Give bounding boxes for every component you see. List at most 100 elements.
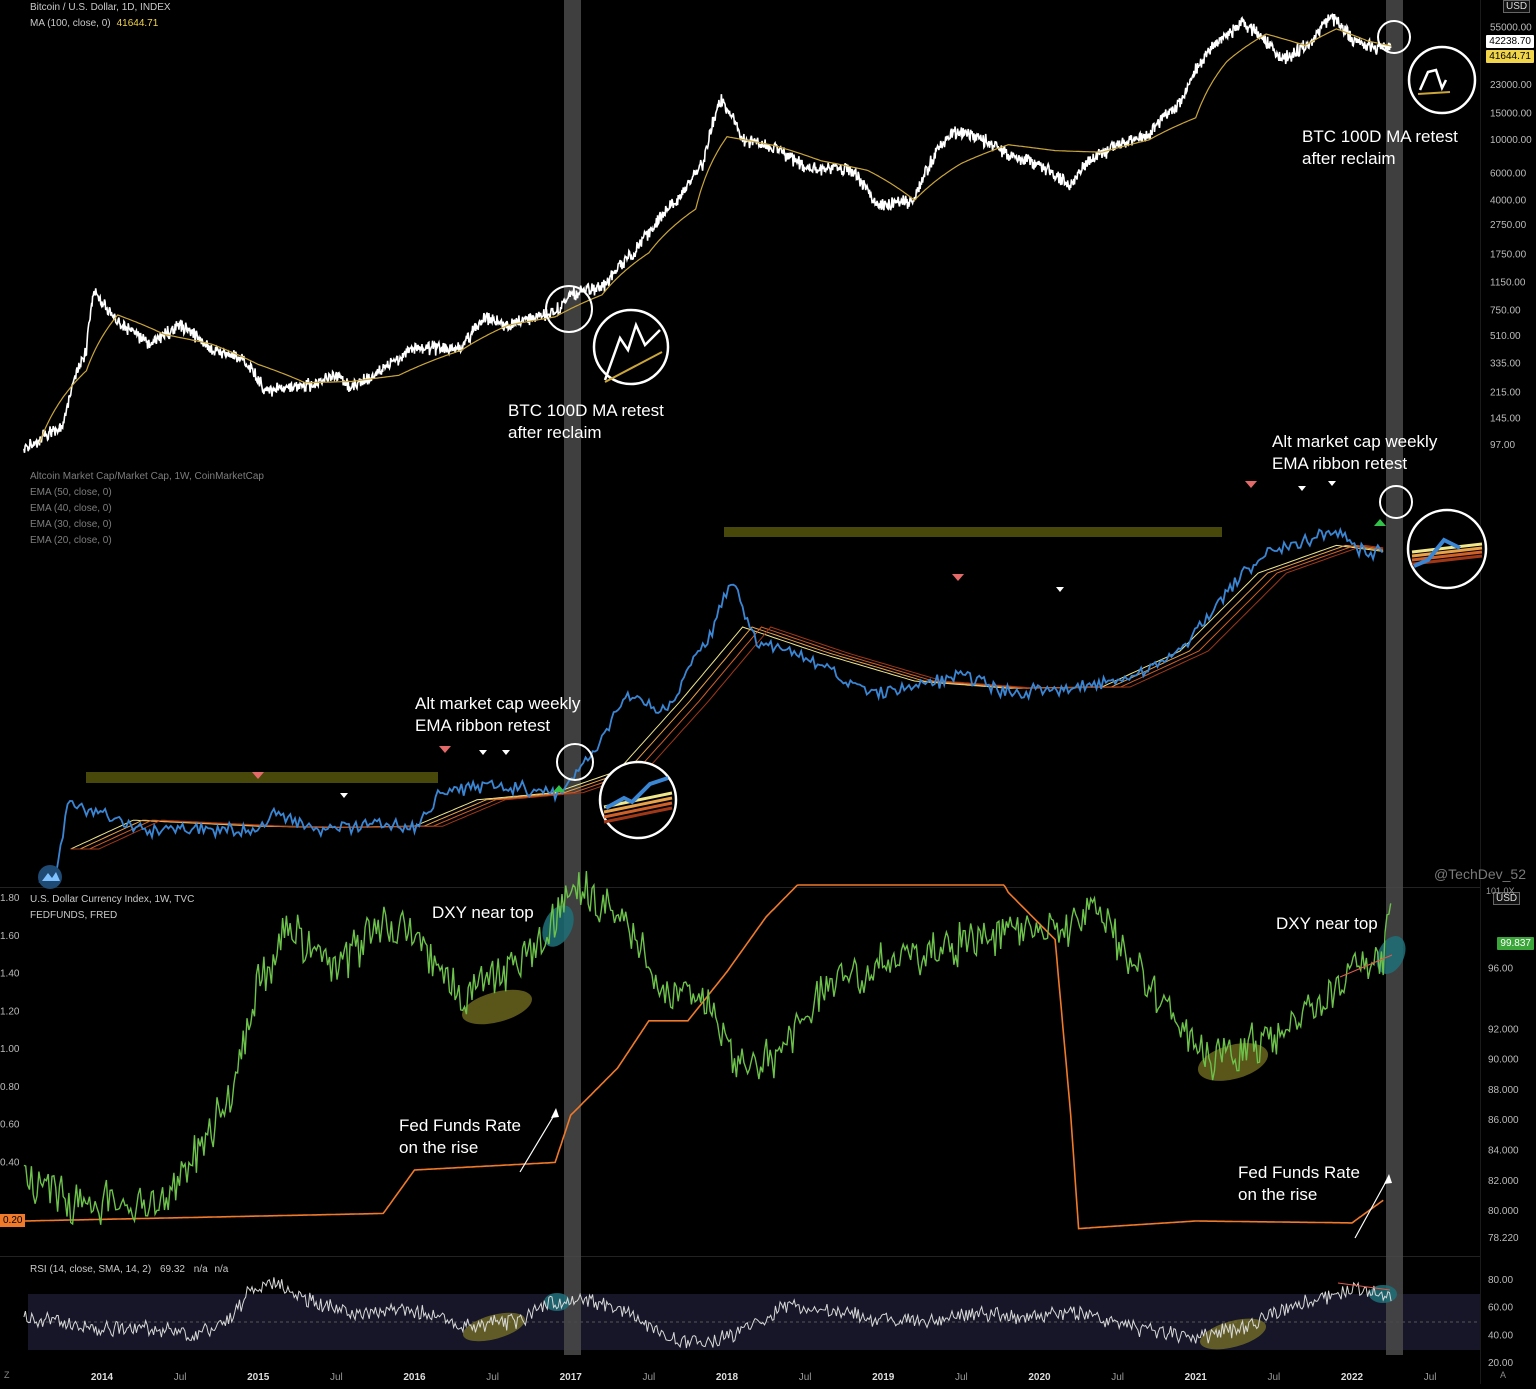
dxy-annotation-2017: DXY near top [432, 903, 534, 922]
alt-annotation-2017: Alt market cap weekly EMA ribbon retest [415, 694, 581, 735]
dxy-y-tick-2: 90.000 [1488, 1055, 1519, 1066]
alt-zoom-ribbon-2022-2 [1411, 546, 1483, 558]
fed-y-tick-2: 1.40 [0, 969, 20, 980]
dxy-bottom-ellipse-0 [462, 989, 532, 1025]
watermark: @TechDev_52 [1433, 866, 1526, 882]
alt-ema-30: EMA (30, close, 0) [30, 519, 112, 530]
dxy-currency-badge[interactable]: USD [1493, 892, 1521, 905]
fed-title: FEDFUNDS, FRED [30, 910, 118, 921]
rsi-value: 69.32 [159, 1264, 185, 1275]
alt-zoom-ribbon-2022-3 [1411, 542, 1483, 554]
fed-value-tag: 0.20 [0, 1214, 26, 1227]
alt-zoom-line-2022 [1413, 537, 1461, 568]
btc-currency-badge[interactable]: USD [1503, 0, 1531, 13]
btc-ma-tag: 41644.71 [1486, 50, 1534, 63]
fed-y-tick-1: 1.60 [0, 931, 20, 942]
x-tick-6: 2017 [560, 1372, 583, 1383]
btc-y-tick-13: 215.00 [1490, 388, 1521, 399]
x-tick-12: 2020 [1028, 1372, 1051, 1383]
fed-y-tick-3: 1.20 [0, 1006, 20, 1017]
fed-arrowhead-2017 [551, 1108, 559, 1118]
alt-resistance-box-2018 [724, 527, 1222, 537]
rsi-bottom-ellipse-1 [1199, 1318, 1267, 1350]
fed-arrowhead-2022 [1384, 1174, 1392, 1184]
dxy-legend: U.S. Dollar Currency Index, 1W, TVC FEDF… [30, 892, 194, 924]
alt-market-cap-line [38, 526, 1384, 886]
btc-ma-line [38, 28, 1392, 444]
btc-y-tick-14: 145.00 [1490, 414, 1521, 425]
panel-separator-rsi [0, 1256, 1480, 1257]
btc-zoom-circle-2017 [592, 308, 670, 386]
btc-annotation-2017: BTC 100D MA retest after reclaim [508, 401, 664, 442]
x-tick-8: 2018 [716, 1372, 739, 1383]
fed-y-tick-4: 1.00 [0, 1044, 20, 1055]
dxy-y-tick-3: 88.000 [1488, 1085, 1519, 1096]
x-tick-13: Jul [1111, 1372, 1124, 1383]
btc-retest-circle-2017 [545, 285, 593, 333]
alt-ema-40: EMA (40, close, 0) [30, 503, 112, 514]
alt-resistance-box-2014 [86, 772, 438, 783]
dxy-y-tick-6: 82.000 [1488, 1176, 1519, 1187]
fed-annotation-2022: Fed Funds Rate on the rise [1238, 1163, 1360, 1204]
rsi-y-tick-1: 60.00 [1488, 1303, 1513, 1314]
x-tick-10: 2019 [872, 1372, 895, 1383]
alt-white-marker-4 [1298, 486, 1306, 491]
btc-y-tick-15: 97.00 [1490, 440, 1515, 451]
x-tick-14: 2021 [1185, 1372, 1208, 1383]
alt-zoom-ribbon-2017-1 [603, 801, 673, 819]
x-tick-0: 2014 [91, 1372, 114, 1383]
alt-annotation-2022: Alt market cap weekly EMA ribbon retest [1272, 432, 1438, 473]
x-tick-5: Jul [486, 1372, 499, 1383]
alt-legend: Altcoin Market Cap/Market Cap, 1W, CoinM… [30, 469, 264, 549]
price-axis-border [1480, 0, 1481, 1384]
fed-y-tick-0: 1.80 [0, 893, 20, 904]
alt-white-marker-3 [1056, 587, 1064, 592]
x-tick-2: 2015 [247, 1372, 270, 1383]
rsi-top-ellipse-0 [544, 1293, 570, 1311]
alt-red-marker-2 [952, 574, 964, 581]
rsi-legend: RSI (14, close, SMA, 14, 2) 69.32 n/a n/… [30, 1262, 228, 1278]
alt-red-marker-3 [1245, 481, 1257, 488]
alt-ema-20: EMA (20, close, 0) [30, 535, 112, 546]
btc-annotation-2022: BTC 100D MA retest after reclaim [1302, 127, 1458, 168]
alt-red-marker-1 [439, 746, 451, 753]
dxy-title: U.S. Dollar Currency Index, 1W, TVC [30, 894, 195, 905]
alt-white-marker-0 [340, 793, 348, 798]
alt-white-marker-2 [502, 750, 510, 755]
btc-zoom-ma-2017 [604, 351, 663, 383]
x-tick-11: Jul [955, 1372, 968, 1383]
fed-arrow-2022 [1354, 1177, 1389, 1239]
btc-zoom-price-2017 [603, 321, 661, 381]
alt-zoom-line-2017 [605, 776, 669, 810]
alt-red-marker-0 [252, 772, 264, 779]
highlight-band-2017 [564, 0, 581, 1355]
x-tick-4: 2016 [403, 1372, 426, 1383]
alt-title: Altcoin Market Cap/Market Cap, 1W, CoinM… [30, 471, 264, 482]
fed-y-tick-7: 0.40 [0, 1157, 20, 1168]
x-tick-16: 2022 [1341, 1372, 1364, 1383]
dxy-trend-line [1339, 954, 1393, 978]
x-tick-3: Jul [330, 1372, 343, 1383]
btc-y-tick-8: 1750.00 [1490, 250, 1527, 261]
btc-retest-circle-2022 [1377, 20, 1411, 54]
alt-zoom-ribbon-2022-1 [1411, 550, 1483, 562]
fed-funds-line [23, 884, 1384, 1230]
rsi-y-tick-0: 80.00 [1488, 1275, 1513, 1286]
alt-white-marker-1 [479, 750, 487, 755]
alt-retest-circle-2022 [1379, 485, 1413, 519]
alt-zoom-ribbon-2017-0 [603, 806, 673, 824]
fed-arrow-2017 [519, 1111, 557, 1173]
fed-y-tick-6: 0.60 [0, 1120, 20, 1131]
btc-price-line [23, 12, 1392, 453]
alt-green-marker-1 [1374, 519, 1386, 526]
btc-y-tick-2: 23000.00 [1490, 80, 1532, 91]
btc-y-tick-6: 4000.00 [1490, 195, 1527, 206]
btc-price-tag: 42238.70 [1486, 35, 1534, 48]
highlight-band-2022 [1386, 0, 1403, 1355]
btc-y-tick-0: 55000.00 [1490, 23, 1532, 34]
auto-scale-toggle[interactable]: A [1500, 1370, 1507, 1380]
rsi-y-tick-2: 40.00 [1488, 1330, 1513, 1341]
log-toggle-left[interactable]: Z [4, 1370, 10, 1380]
x-tick-7: Jul [642, 1372, 655, 1383]
